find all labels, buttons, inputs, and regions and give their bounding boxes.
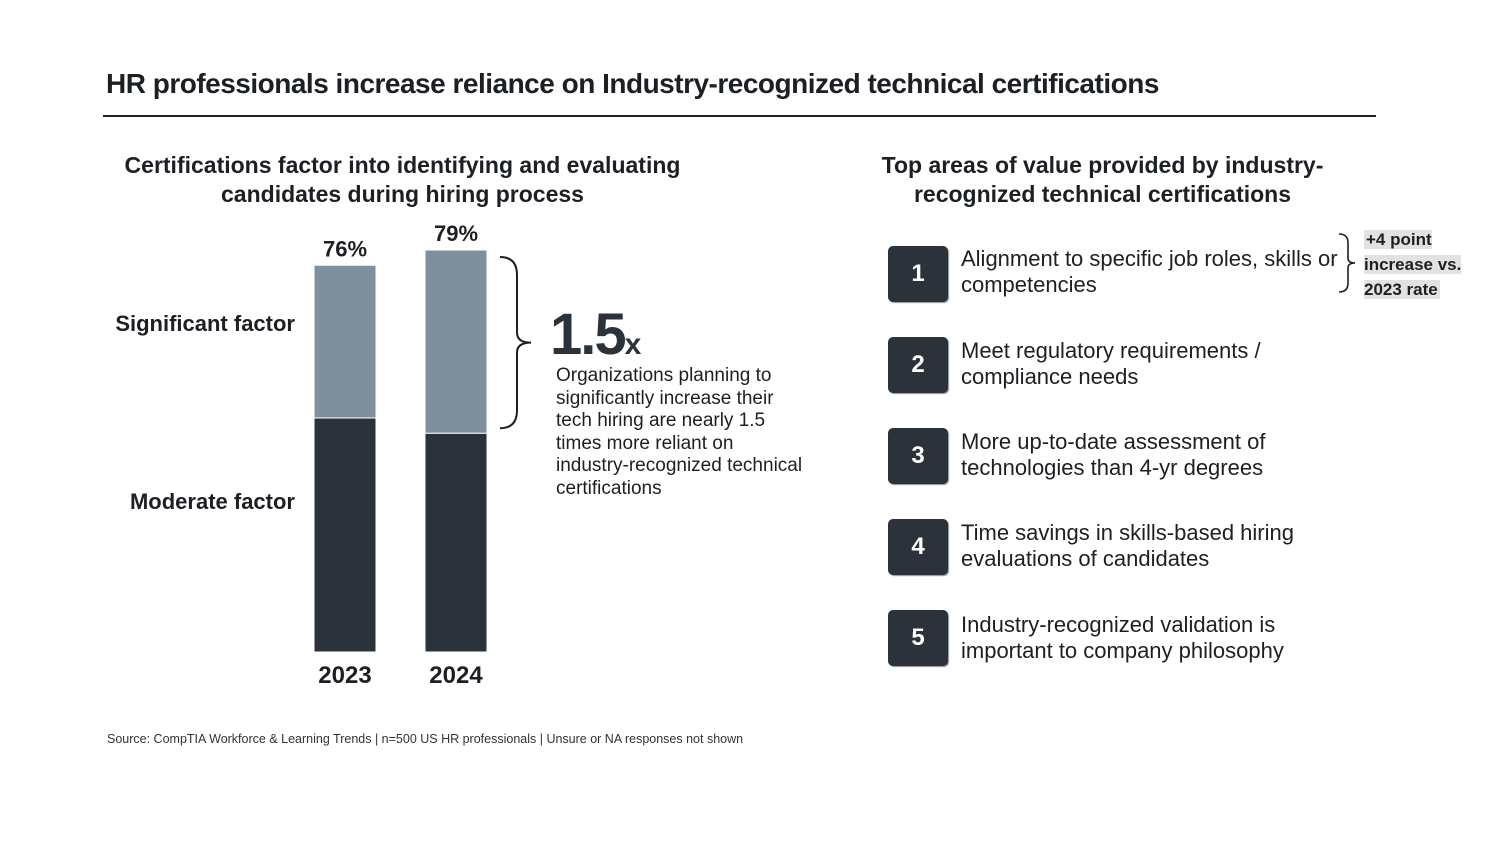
callout-value: 1.5 (550, 302, 627, 367)
callout-multiplier: 1.5x (550, 302, 641, 378)
right-panel-subtitle: Top areas of value provided by industry-… (881, 152, 1324, 207)
rank-badge-4: 4 (888, 519, 948, 575)
rank-item-text-4: Time savings in skills-based hiring eval… (961, 520, 1294, 571)
bar-2023-moderate (313, 417, 377, 653)
page-title: HR professionals increase reliance on In… (106, 68, 1159, 99)
bar-2023-significant (313, 264, 377, 419)
rank-badge-1: 1 (888, 246, 948, 302)
callout-text: Organizations planning to significantly … (556, 365, 803, 499)
rank-item-text-3: More up-to-date assessment of technologi… (961, 429, 1266, 480)
callout-brace (499, 256, 532, 430)
rank-item-text-2: Meet regulatory requirements / complianc… (961, 338, 1261, 389)
rank-badge-3: 3 (888, 428, 948, 484)
left-panel-subtitle: Certifications factor into identifying a… (124, 152, 681, 207)
source-note: Source: CompTIA Workforce & Learning Tre… (107, 732, 744, 746)
item-1-brace (1338, 233, 1356, 293)
category-label-2023: 2023 (318, 662, 371, 689)
increase-note-badge: +4 point increase vs. 2023 rate (1364, 227, 1472, 302)
category-label-2024: 2024 (429, 662, 483, 689)
increase-note-text: +4 point increase vs. 2023 rate (1364, 230, 1462, 299)
total-label-2023: 76% (323, 236, 367, 261)
total-label-2024: 79% (434, 221, 478, 246)
rank-item-text-5: Industry-recognized validation is import… (961, 612, 1284, 663)
bar-2024-moderate (424, 432, 488, 653)
significant-factor-label: Significant factor (115, 311, 295, 336)
rank-badge-2: 2 (888, 337, 948, 393)
bar-2024-significant (424, 249, 488, 434)
rank-item-text-1: Alignment to specific job roles, skills … (961, 246, 1338, 297)
title-divider (103, 115, 1376, 117)
moderate-factor-label: Moderate factor (129, 489, 295, 514)
rank-badge-5: 5 (888, 610, 948, 666)
callout-unit: x (624, 328, 642, 361)
